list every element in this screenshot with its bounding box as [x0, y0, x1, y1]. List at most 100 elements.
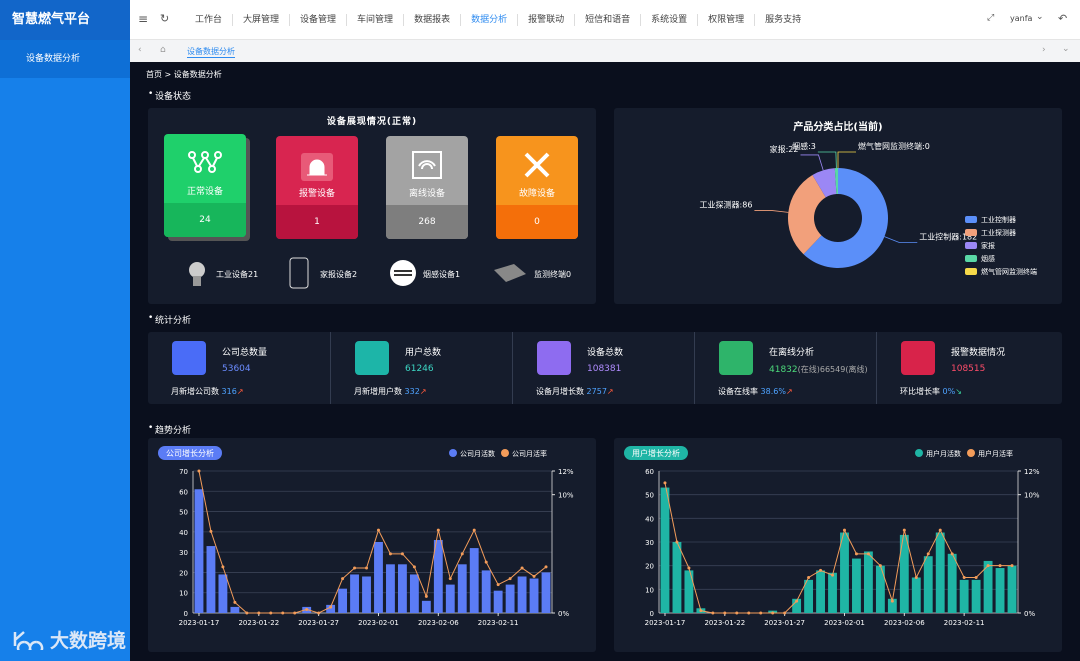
line-point — [962, 576, 966, 579]
home-tab[interactable]: ⌂ — [160, 45, 166, 55]
stat-icon — [355, 341, 389, 375]
pie-slice — [788, 175, 826, 255]
status-card[interactable]: 正常设备 24 — [164, 134, 246, 237]
back[interactable]: ↶ — [1058, 12, 1068, 25]
nav-item[interactable]: 数据分析 — [461, 14, 519, 26]
line-point — [998, 564, 1002, 568]
bar — [206, 546, 216, 613]
nav-item[interactable]: 工作台 — [185, 14, 234, 26]
stat-value: 108381 — [587, 364, 622, 374]
user-dropdown[interactable]: ⌄ — [1036, 12, 1044, 22]
legend-swatch — [965, 242, 977, 249]
stat-sub-value: 316 — [221, 387, 237, 396]
nav-item[interactable]: 大屏管理 — [233, 14, 291, 26]
x-tick-label: 2023-02-11 — [478, 619, 519, 627]
line-point — [341, 577, 345, 581]
bar — [469, 548, 479, 613]
menu-toggle[interactable]: ≡ — [138, 12, 149, 26]
line-point — [305, 607, 309, 611]
stat-sub-value: 38.6% — [760, 387, 786, 396]
refresh[interactable]: ↻ — [160, 12, 170, 25]
nav-item[interactable]: 数据报表 — [404, 14, 462, 26]
status-card[interactable]: 离线设备 268 — [386, 136, 468, 239]
bar — [684, 570, 694, 613]
line-point — [663, 481, 667, 485]
stat-sub-value: 2757 — [586, 387, 607, 396]
line-point — [842, 528, 846, 532]
legend-marker — [449, 449, 457, 457]
tab-prev[interactable]: ‹ — [138, 45, 142, 55]
menu-item[interactable]: 设备数据分析 — [0, 40, 130, 78]
line-point — [508, 577, 512, 581]
brand[interactable]: 智慧燃气平台 — [0, 0, 130, 40]
card-label: 正常设备 — [186, 187, 223, 197]
line-point — [532, 574, 536, 578]
legend-label: 烟感 — [981, 254, 995, 263]
stat-sub-label: 环比增长率 — [900, 387, 940, 396]
bar — [899, 534, 909, 613]
bar — [362, 576, 371, 613]
bar — [541, 572, 551, 613]
line-point — [866, 552, 870, 556]
bar — [863, 551, 873, 613]
line-point — [197, 469, 201, 473]
legend-swatch — [965, 216, 977, 223]
bar — [660, 487, 670, 613]
nav-item[interactable]: 车间管理 — [347, 14, 405, 26]
line-point — [675, 540, 679, 544]
y-tick-label: 50 — [645, 492, 654, 500]
stat-value: 41832 — [769, 365, 798, 375]
line-point — [986, 564, 990, 568]
tab-next[interactable]: › — [1042, 45, 1046, 55]
stat-sub: 设备月增长数 2757↗ — [536, 387, 614, 396]
breadcrumb: 首页 > 设备数据分析 — [146, 70, 222, 79]
status-card[interactable]: 报警设备 1 — [276, 136, 358, 239]
slice-label: 工业控制器:182 — [919, 232, 977, 242]
line-point — [412, 565, 416, 569]
device-type: 家报设备2 — [320, 270, 358, 279]
section-dot: • — [148, 313, 154, 323]
nav-item[interactable]: 短信和语音 — [575, 14, 642, 26]
legend-label: 工业探测器 — [981, 228, 1016, 237]
card-count: 24 — [164, 203, 246, 237]
nav-item[interactable]: 报警联动 — [518, 14, 576, 26]
stat: 在离线分析 41832(在线)66549(离线) 设备在线率 38.6%↗ — [694, 332, 876, 404]
nav-menu: 工作台 大屏管理 设备管理 车间管理 数据报表 数据分析 报警联动 短信和语音 … — [185, 0, 811, 40]
fullscreen[interactable]: ⤢ — [987, 13, 995, 23]
top-nav: ≡ ↻ 工作台 大屏管理 设备管理 车间管理 数据报表 数据分析 报警联动 短信… — [130, 0, 1080, 40]
tab[interactable]: 设备数据分析 — [187, 47, 235, 58]
legend-swatch — [965, 268, 977, 275]
line-point — [819, 568, 823, 572]
bar — [828, 572, 837, 613]
bar — [995, 568, 1005, 613]
y2-tick-label: 12% — [558, 468, 574, 476]
y2-tick-label: 0% — [1024, 610, 1035, 618]
section-title: 趋势分析 — [155, 426, 192, 436]
y-tick-label: 10 — [179, 590, 188, 598]
icon — [412, 151, 442, 179]
nav-item[interactable]: 服务支持 — [765, 15, 802, 25]
legend-label: 工业控制器 — [981, 215, 1016, 224]
x-tick-label: 2023-01-22 — [704, 619, 745, 627]
nav-item[interactable]: 系统设置 — [641, 14, 699, 26]
stat-value: 61246 — [405, 364, 434, 374]
stat-sub-label: 月新增公司数 — [171, 387, 219, 396]
x-tick-label: 2023-02-06 — [418, 619, 459, 627]
user[interactable]: yanfa — [1010, 14, 1033, 23]
line-point — [783, 611, 787, 615]
bar — [409, 574, 419, 613]
line-point — [902, 528, 906, 532]
nav-item[interactable]: 权限管理 — [698, 14, 756, 26]
line — [198, 470, 547, 614]
line-point — [926, 552, 930, 556]
pie-panel: 产品分类占比(当前) 工业控制器:182 工业探测器:86 家报:22 烟感:3 燃气管网… — [614, 108, 1062, 304]
nav-item[interactable]: 设备管理 — [290, 14, 348, 26]
line-point — [436, 528, 440, 532]
legend-marker — [915, 449, 923, 457]
legend-label: 用户月活数 — [926, 449, 961, 458]
line-point — [484, 560, 488, 564]
bar — [529, 578, 539, 613]
status-card[interactable]: 故障设备 0 — [496, 136, 578, 239]
line-point — [221, 565, 225, 569]
tab-menu[interactable]: ⌄ — [1062, 44, 1070, 54]
